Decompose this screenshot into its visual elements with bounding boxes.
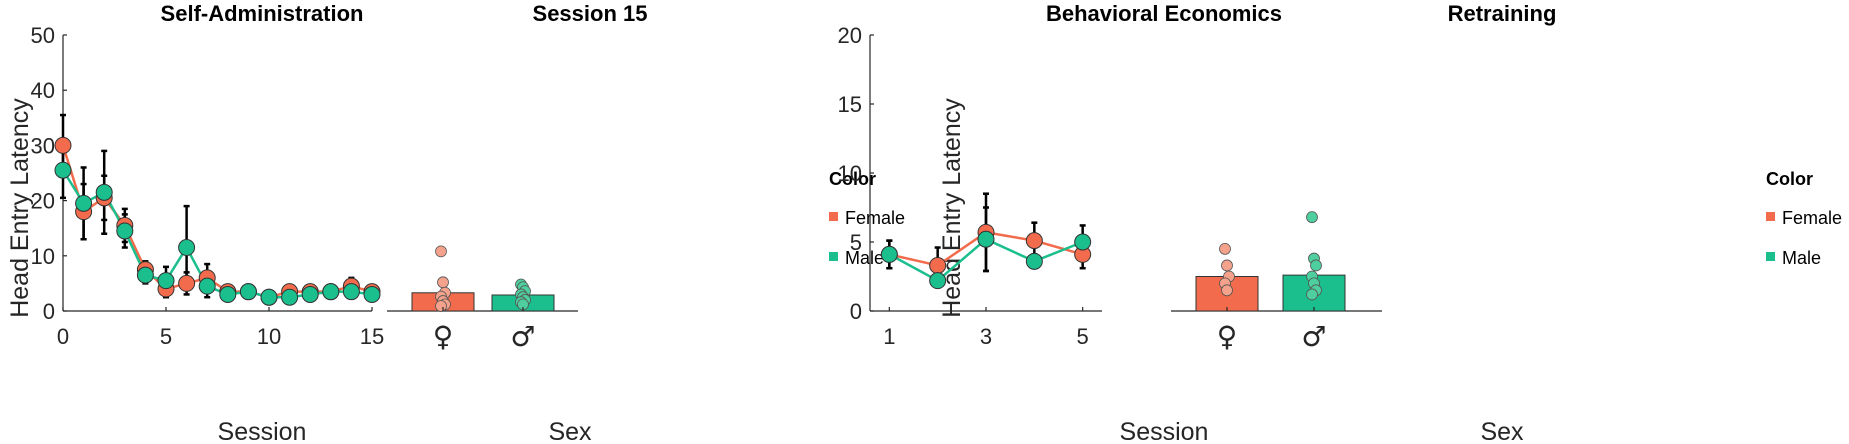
data-point-male bbox=[75, 194, 93, 212]
data-point-female bbox=[54, 136, 72, 154]
data-point-female bbox=[1025, 232, 1043, 250]
data-point-male bbox=[260, 288, 278, 306]
legend-label-female: Female bbox=[845, 208, 905, 228]
data-point-male bbox=[178, 239, 196, 257]
subject-point-male bbox=[1310, 259, 1322, 272]
data-point-male bbox=[95, 183, 113, 201]
data-point-male bbox=[929, 272, 947, 290]
data-point-male bbox=[281, 288, 299, 306]
title-behavioral-economics: Behavioral Economics bbox=[1046, 1, 1282, 26]
data-point-male bbox=[342, 283, 360, 301]
x-tick-label: 1 bbox=[883, 324, 895, 349]
x-tick-label: 15 bbox=[360, 324, 384, 349]
legend-label-male: Male bbox=[845, 248, 884, 268]
y-tick-label: 40 bbox=[31, 78, 55, 103]
subject-point-male bbox=[1306, 288, 1318, 301]
legend-label-male: Male bbox=[1782, 248, 1821, 268]
subject-point-female bbox=[435, 245, 447, 258]
legend-label-female: Female bbox=[1782, 208, 1842, 228]
legend-swatch-male bbox=[829, 252, 838, 261]
series-line-male bbox=[61, 169, 373, 299]
data-point-male bbox=[880, 245, 898, 263]
y-tick-label: 20 bbox=[31, 189, 55, 214]
y-tick-label: 10 bbox=[31, 244, 55, 269]
y-tick-label: 15 bbox=[838, 92, 862, 117]
plot-retraining: ♀ ♂ bbox=[1171, 211, 1382, 353]
x-tick-label: 5 bbox=[160, 324, 172, 349]
plot-behavioral-economics: 0 5 10 15 20 1 3 5 bbox=[838, 23, 1102, 349]
x-tick-label: 5 bbox=[1077, 324, 1089, 349]
data-point-male bbox=[363, 285, 381, 303]
data-point-female bbox=[178, 274, 196, 292]
data-point-male bbox=[1074, 233, 1092, 251]
data-point-male bbox=[136, 266, 154, 284]
title-retraining: Retraining bbox=[1448, 1, 1557, 26]
x-tick-label-male: ♂ bbox=[1301, 320, 1326, 353]
subject-point-female bbox=[1221, 284, 1233, 297]
x-tick-label: 3 bbox=[980, 324, 992, 349]
y-tick-label: 0 bbox=[850, 299, 862, 324]
y-tick-label: 10 bbox=[838, 161, 862, 186]
x-tick-label-male: ♂ bbox=[510, 320, 535, 353]
data-point-male bbox=[301, 285, 319, 303]
data-point-male bbox=[239, 283, 257, 301]
x-tick-label: 0 bbox=[57, 324, 69, 349]
ylabel-self-administration: Head Entry Latency bbox=[6, 98, 34, 318]
legend-left: Color Female Male bbox=[829, 169, 905, 268]
legend-title: Color bbox=[1766, 169, 1813, 189]
x-tick-label-female: ♀ bbox=[433, 320, 454, 353]
legend-right: Color Female Male bbox=[1766, 169, 1842, 268]
title-session-15: Session 15 bbox=[533, 1, 648, 26]
data-point-male bbox=[1025, 252, 1043, 270]
legend-title: Color bbox=[829, 169, 876, 189]
data-point-male bbox=[322, 283, 340, 301]
data-point-female bbox=[929, 256, 947, 274]
data-point-male bbox=[54, 161, 72, 179]
series-line-female bbox=[61, 145, 373, 299]
xlabel-self-administration: Session bbox=[218, 418, 307, 444]
plot-session-15: ♀ ♂ bbox=[387, 245, 578, 353]
data-point-male bbox=[219, 285, 237, 303]
y-tick-label: 5 bbox=[850, 230, 862, 255]
data-point-male bbox=[157, 272, 175, 290]
xlabel-session-15: Sex bbox=[548, 418, 592, 444]
y-tick-label: 0 bbox=[43, 299, 55, 324]
plot-self-administration: 0 10 20 30 40 50 0 5 10 15 bbox=[31, 23, 385, 349]
y-tick-label: 30 bbox=[31, 133, 55, 158]
legend-swatch-male bbox=[1766, 252, 1775, 261]
xlabel-retraining: Sex bbox=[1480, 418, 1524, 444]
x-tick-label: 10 bbox=[257, 324, 281, 349]
y-tick-label: 20 bbox=[838, 23, 862, 48]
legend-swatch-female bbox=[829, 212, 838, 221]
subject-point-female bbox=[435, 300, 447, 312]
title-self-administration: Self-Administration bbox=[161, 1, 364, 26]
data-point-male bbox=[198, 277, 216, 295]
subject-point-male bbox=[1306, 211, 1318, 224]
xlabel-behavioral-economics: Session bbox=[1120, 418, 1209, 444]
subject-point-female bbox=[437, 276, 449, 289]
data-point-male bbox=[116, 222, 134, 240]
data-point-male bbox=[977, 230, 995, 248]
legend-swatch-female bbox=[1766, 212, 1775, 221]
subject-point-female bbox=[1219, 242, 1231, 255]
subject-point-female bbox=[1221, 259, 1233, 272]
x-tick-label-female: ♀ bbox=[1217, 320, 1238, 353]
y-tick-label: 50 bbox=[31, 23, 55, 48]
